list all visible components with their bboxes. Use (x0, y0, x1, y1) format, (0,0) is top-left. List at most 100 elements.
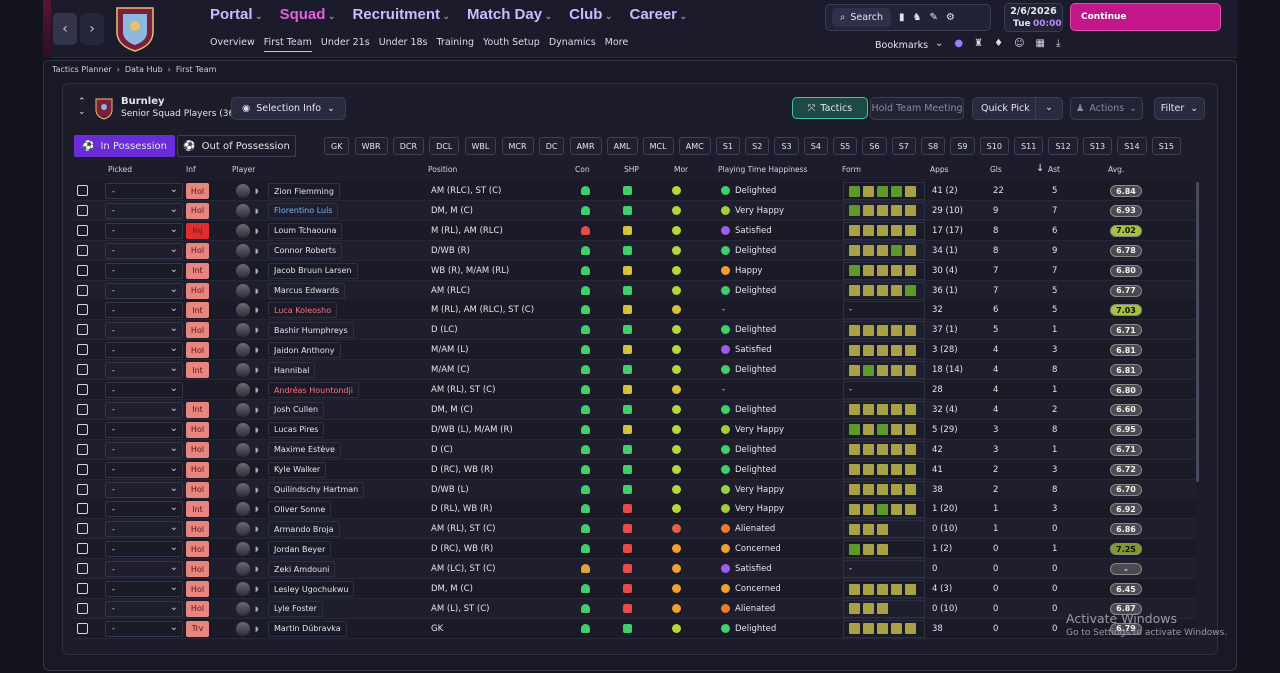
checkbox[interactable] (77, 304, 88, 316)
picked-dropdown[interactable]: - (105, 342, 183, 359)
column-header[interactable]: Gls (990, 165, 1002, 174)
menu-item[interactable]: Squad (280, 6, 336, 23)
player-row[interactable]: -Hol ◗ Kyle Walker D (RC), WB (R) Delighted 4… (73, 459, 1196, 480)
column-header[interactable]: Form (842, 165, 861, 174)
checkbox[interactable] (77, 523, 88, 535)
player-row[interactable]: -Int ◗ Jacob Bruun Larsen WB (R), M/AM (RL)… (73, 260, 1196, 281)
column-header[interactable]: Player (232, 165, 256, 174)
checkbox[interactable] (77, 244, 88, 256)
picked-dropdown[interactable]: - (105, 401, 183, 418)
player-row[interactable]: -Int ◗ Josh Cullen DM, M (C) Delighted 32 (4)… (73, 399, 1196, 420)
search-button[interactable]: ⌕ Search (832, 8, 891, 27)
column-header[interactable]: SHP (624, 165, 639, 174)
checkbox[interactable] (77, 503, 88, 515)
position-chip[interactable]: S2 (745, 137, 770, 155)
picked-dropdown[interactable]: - (105, 441, 183, 458)
player-name[interactable]: Zion Flemming (268, 183, 340, 199)
player-name[interactable]: Andréas Hountondji (268, 382, 359, 398)
position-chip[interactable]: AMC (678, 137, 711, 155)
column-header[interactable]: Position (428, 165, 458, 174)
player-row[interactable]: -Int ◗ Oliver Sonne D (RL), WB (R) Very Happ… (73, 499, 1196, 520)
picked-dropdown[interactable]: - (105, 262, 183, 279)
player-name[interactable]: Josh Cullen (268, 401, 325, 418)
position-chip[interactable]: S7 (891, 137, 916, 155)
tab-in-possession[interactable]: ⚽ In Possession (74, 135, 175, 157)
position-chip[interactable]: WBR (354, 137, 388, 155)
breadcrumb-item[interactable]: Data Hub (124, 65, 163, 74)
icon[interactable]: ⌄ (935, 38, 944, 49)
column-header[interactable]: Avg. (1108, 165, 1125, 174)
submenu-item[interactable]: Training (436, 37, 475, 48)
picked-dropdown[interactable]: - (105, 461, 183, 478)
position-chip[interactable]: S6 (862, 137, 887, 155)
player-row[interactable]: -Hol ◗ Florentino Luís DM, M (C) Very Happy 2… (73, 200, 1196, 221)
player-row[interactable]: -Hol ◗ Bashir Humphreys D (LC) Delighted 37 (… (73, 320, 1196, 341)
icon[interactable]: ☺ (1014, 38, 1025, 49)
submenu-item[interactable]: Overview (210, 37, 255, 48)
picked-dropdown[interactable]: - (105, 183, 183, 199)
position-chip[interactable]: S1 (715, 137, 741, 155)
picked-dropdown[interactable]: - (105, 242, 183, 259)
checkbox[interactable] (77, 583, 88, 594)
icon[interactable]: ♜ (974, 38, 984, 49)
submenu-item[interactable]: Under 18s (378, 37, 428, 48)
checkbox[interactable] (77, 483, 88, 495)
position-chip[interactable]: DCR (392, 137, 425, 155)
bookmarks[interactable]: Bookmarks (875, 40, 929, 51)
position-chip[interactable]: S11 (1014, 137, 1044, 155)
back-button[interactable]: ‹ (53, 13, 77, 45)
checkbox[interactable] (77, 622, 88, 634)
picked-dropdown[interactable]: - (105, 481, 183, 498)
position-chip[interactable]: WBL (464, 137, 497, 155)
player-name[interactable]: Kyle Walker (268, 461, 327, 478)
player-name[interactable]: Bashir Humphreys (268, 322, 354, 339)
continue-button[interactable]: Continue (1070, 3, 1221, 31)
picked-dropdown[interactable]: - (105, 581, 183, 597)
checkbox[interactable] (77, 204, 88, 216)
position-chip[interactable]: GK (324, 137, 350, 155)
position-chip[interactable]: S5 (833, 137, 858, 155)
player-name[interactable]: Oliver Sonne (268, 501, 332, 518)
picked-dropdown[interactable]: - (105, 202, 183, 219)
picked-dropdown[interactable]: - (105, 561, 183, 578)
player-name[interactable]: Jaidon Anthony (268, 342, 341, 359)
column-header[interactable]: Picked (108, 165, 133, 174)
position-chip[interactable]: S13 (1082, 137, 1113, 155)
player-name[interactable]: Martin Dúbravka (268, 620, 347, 637)
checkbox[interactable] (77, 543, 88, 555)
team-meeting-button[interactable]: Hold Team Meeting (870, 97, 964, 120)
checkbox[interactable] (77, 563, 88, 575)
player-row[interactable]: -Hol ◗ Jordan Beyer D (RC), WB (R) Concerned… (73, 539, 1196, 560)
icon[interactable]: ▦ (1035, 38, 1045, 49)
column-header[interactable]: Playing Time Happiness (718, 165, 808, 174)
submenu-item[interactable]: Under 21s (320, 37, 370, 48)
player-name[interactable]: Zeki Amdouni (268, 561, 336, 578)
picked-dropdown[interactable]: - (105, 282, 183, 299)
checkbox[interactable] (77, 364, 88, 376)
submenu-item[interactable]: First Team (263, 37, 312, 52)
icon[interactable]: ♦ (994, 38, 1004, 49)
menu-item[interactable]: Career (629, 6, 687, 23)
picked-dropdown[interactable]: - (105, 600, 183, 617)
player-row[interactable]: -Trv ◗ Martin Dúbravka GK Delighted 38 0 0 6.79 (73, 618, 1196, 639)
date-box[interactable]: 2/6/2026 Tue 00:00 (1004, 3, 1063, 32)
column-header[interactable]: Con (575, 165, 590, 174)
player-name[interactable]: Marcus Edwards (268, 282, 346, 299)
menu-item[interactable]: Club (569, 6, 612, 23)
player-name[interactable]: Lesley Ugochukwu (268, 581, 355, 597)
breadcrumb-item[interactable]: First Team (175, 65, 217, 74)
picked-dropdown[interactable]: - (105, 620, 183, 637)
player-row[interactable]: -Hol ◗ Maxime Estève D (C) Delighted 42 3 1 6.71 (73, 439, 1196, 460)
picked-dropdown[interactable]: - (105, 521, 183, 538)
player-name[interactable]: Luca Koleosho (268, 302, 338, 319)
breadcrumb-item[interactable]: Tactics Planner (52, 65, 112, 74)
picked-dropdown[interactable]: - (105, 421, 183, 438)
player-row[interactable]: -Hol ◗ Marcus Edwards AM (RLC) Delighted 36 (… (73, 280, 1196, 301)
icon[interactable]: ● (954, 38, 964, 49)
player-row[interactable]: -Hol ◗ Armando Broja AM (RL), ST (C) Alienat… (73, 519, 1196, 540)
player-row[interactable]: -Int ◗ Hannibal M/AM (C) Delighted 18 (14) 4 8 6… (73, 360, 1196, 381)
position-chip[interactable]: DCL (429, 137, 460, 155)
